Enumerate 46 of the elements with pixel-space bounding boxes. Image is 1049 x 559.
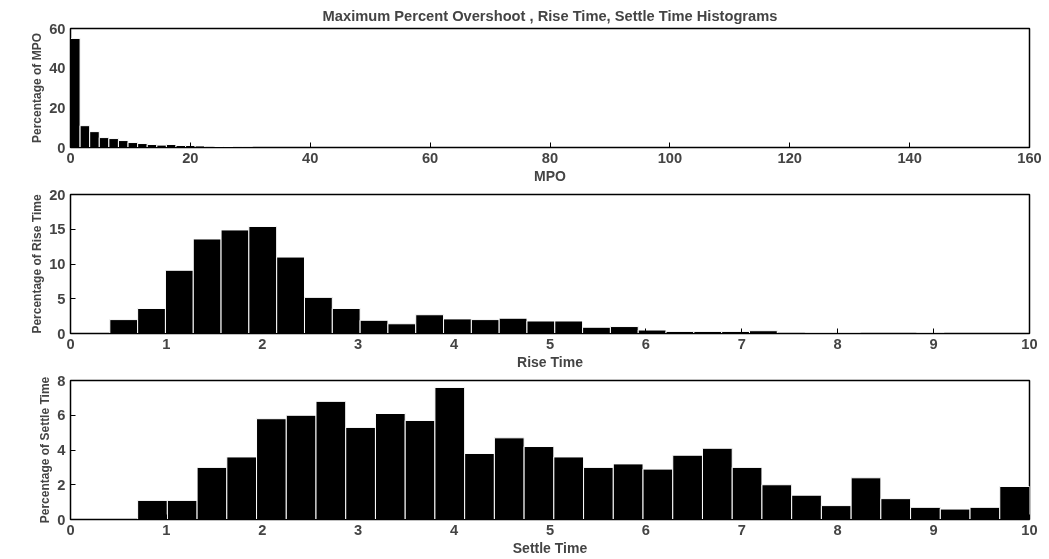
x-tick-label: 40 [302, 149, 319, 166]
x-tick-label: 9 [929, 335, 938, 352]
x-tick-label: 8 [833, 521, 842, 538]
x-tick-label: 7 [737, 521, 746, 538]
y-tick-label: 8 [57, 372, 66, 389]
x-tick-label: 60 [421, 149, 439, 166]
x-tick-label: 4 [450, 521, 460, 538]
y-axis-title: Percentage of Settle Time [38, 376, 53, 524]
y-tick-label: 40 [49, 60, 66, 77]
y-tick-label: 5 [57, 290, 66, 307]
x-tick-label: 2 [258, 521, 267, 538]
x-tick-label: 20 [182, 149, 199, 166]
chart-title: Maximum Percent Overshoot , Rise Time, Settle Time Histograms [322, 7, 778, 24]
x-tick-label: 4 [450, 335, 460, 352]
x-tick-label: 10 [1021, 335, 1038, 352]
x-tick-label: 1 [162, 521, 171, 538]
x-tick-label: 2 [258, 335, 267, 352]
y-tick-label: 60 [49, 20, 66, 37]
x-tick-label: 7 [737, 335, 746, 352]
x-axis-title: Rise Time [517, 353, 584, 370]
x-tick-label: 3 [354, 335, 363, 352]
y-tick-label: 6 [57, 407, 66, 424]
y-tick-label: 15 [49, 221, 66, 238]
x-tick-label: 9 [929, 521, 938, 538]
x-tick-label: 140 [897, 149, 922, 166]
x-axis-title: Settle Time [512, 539, 588, 556]
x-tick-label: 80 [541, 149, 559, 166]
x-tick-label: 120 [777, 149, 802, 166]
x-tick-label: 6 [641, 335, 650, 352]
x-tick-label: 1 [162, 335, 171, 352]
x-tick-label: 160 [1017, 149, 1042, 166]
x-tick-label: 3 [354, 521, 363, 538]
x-tick-label: 8 [833, 335, 842, 352]
x-axis-title: MPO [534, 167, 567, 184]
y-tick-label: 2 [57, 476, 66, 493]
y-axis-title: Percentage of MPO [30, 32, 45, 144]
y-axis-title: Percentage of Rise Time [30, 194, 45, 334]
y-tick-label: 10 [49, 256, 66, 272]
x-tick-label: 100 [657, 149, 683, 166]
x-tick-label: 5 [545, 521, 555, 538]
x-tick-label: 6 [641, 521, 650, 538]
y-tick-label: 20 [49, 186, 66, 203]
y-tick-label: 20 [49, 99, 66, 116]
x-tick-label: 5 [545, 335, 555, 352]
x-tick-label: 10 [1021, 521, 1038, 538]
y-tick-label: 4 [57, 442, 67, 458]
